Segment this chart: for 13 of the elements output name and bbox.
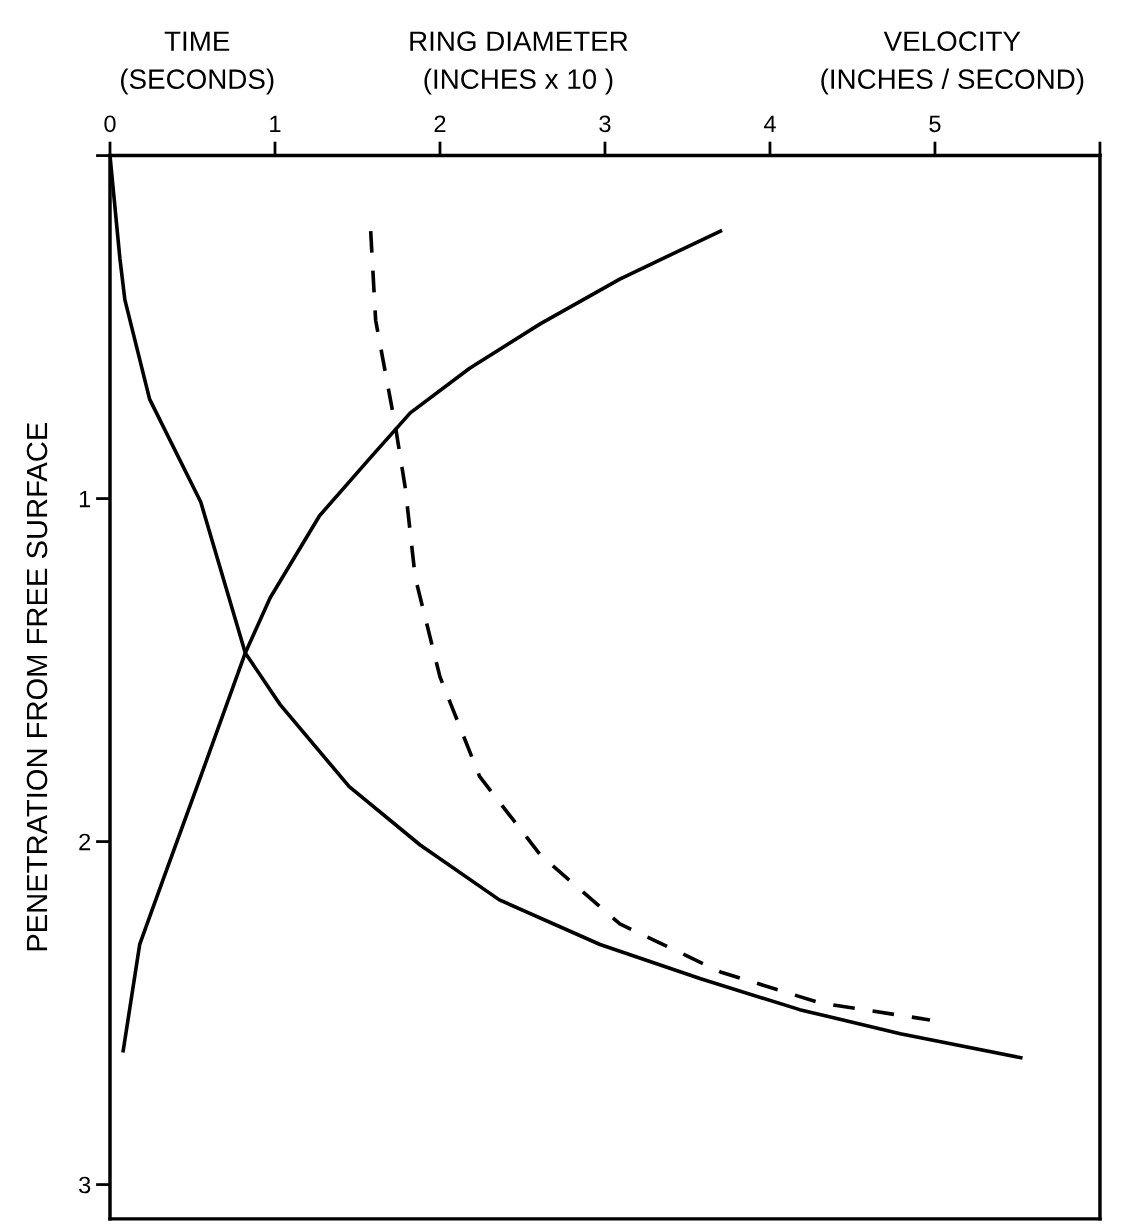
x-tick-label: 1 (270, 115, 281, 132)
x-tick-label: 2 (434, 115, 446, 132)
text: TIME (SECONDS) (121, 31, 274, 95)
y-tick-label: 3 (79, 1176, 91, 1194)
x-tick-label: 4 (763, 115, 776, 132)
text: VELOCITY (INCHES / SECOND) (821, 31, 1084, 95)
y-tick-label: 2 (79, 833, 91, 851)
x-tick-label: 0 (104, 115, 116, 133)
y-tick-label: 1 (79, 490, 91, 508)
text: RING DIAMETER (INCHES x 10 ) (410, 31, 628, 95)
x-tick-label: 5 (929, 115, 941, 133)
x-tick-label: 3 (599, 115, 611, 133)
y-axis-title: PENETRATION FROM FREE SURFACE (26, 422, 48, 951)
